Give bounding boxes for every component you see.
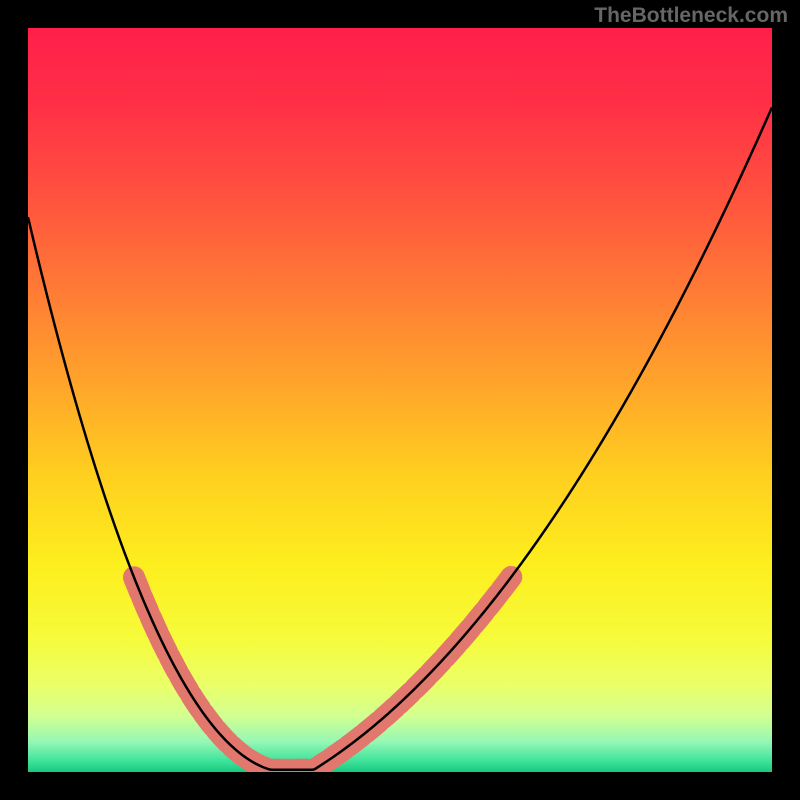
bottleneck-curve-chart	[28, 28, 772, 772]
frame-left	[0, 0, 28, 800]
gradient-background	[28, 28, 772, 772]
watermark-text: TheBottleneck.com	[594, 4, 788, 28]
plot-area	[28, 28, 772, 772]
frame-bottom	[0, 772, 800, 800]
frame-right	[772, 0, 800, 800]
